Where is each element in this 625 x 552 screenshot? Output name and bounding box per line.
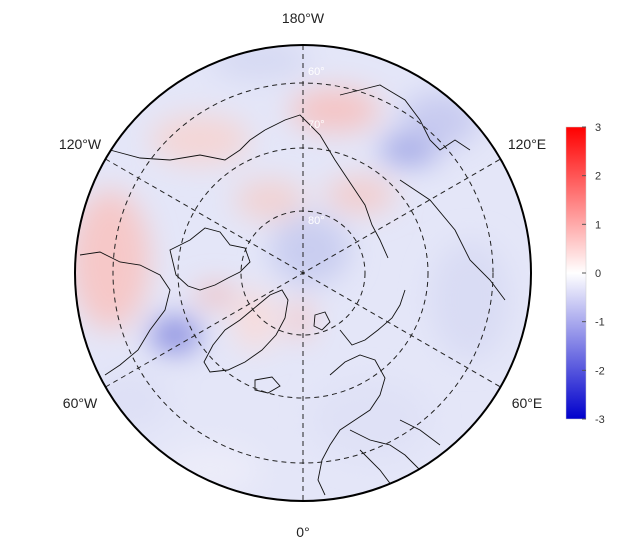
colorbar-ticks: 3 2 1 0 -1 -2 -3 <box>582 122 605 426</box>
lon-label-top: 180°W <box>282 10 325 26</box>
graticule <box>105 45 501 501</box>
colorbar-tick-label: -2 <box>595 365 605 377</box>
lat-label-60: 60° <box>308 66 325 78</box>
colorbar-tick-label: -3 <box>595 414 605 426</box>
greenland-coast <box>203 289 289 373</box>
coastlines <box>79 84 506 496</box>
lat-label-80: 80° <box>308 215 325 227</box>
svalbard <box>313 311 331 331</box>
anomaly-patches <box>75 45 510 495</box>
lon-label-bottom: 0° <box>296 524 309 540</box>
colorbar-tick-label: 0 <box>595 268 601 280</box>
lon-label-lower-left: 60°W <box>63 395 98 411</box>
lon-label-upper-right: 120°E <box>508 136 546 152</box>
colorbar-tick-label: -1 <box>595 317 605 329</box>
meridian-120w-60e <box>105 158 501 388</box>
colorbar-tick-label: 2 <box>595 171 601 183</box>
europe-coast <box>317 354 386 496</box>
north-america-coast <box>79 251 171 376</box>
siberia-arctic-coast <box>264 114 389 259</box>
alaska-siberia-coast <box>109 129 266 161</box>
colorbar-tick-label: 3 <box>595 122 601 134</box>
canadian-archipelago <box>169 227 251 291</box>
far-east-coast <box>339 84 471 151</box>
lon-label-upper-left: 120°W <box>59 136 102 152</box>
colorbar-tick-label: 1 <box>595 219 601 231</box>
map-boundary <box>74 44 532 502</box>
scandinavia-coast <box>339 289 406 346</box>
colorbar: 3 2 1 0 -1 -2 -3 <box>565 122 605 426</box>
lat-label-70: 70° <box>308 119 325 131</box>
anomaly-field <box>75 45 531 501</box>
lon-label-lower-right: 60°E <box>512 395 543 411</box>
